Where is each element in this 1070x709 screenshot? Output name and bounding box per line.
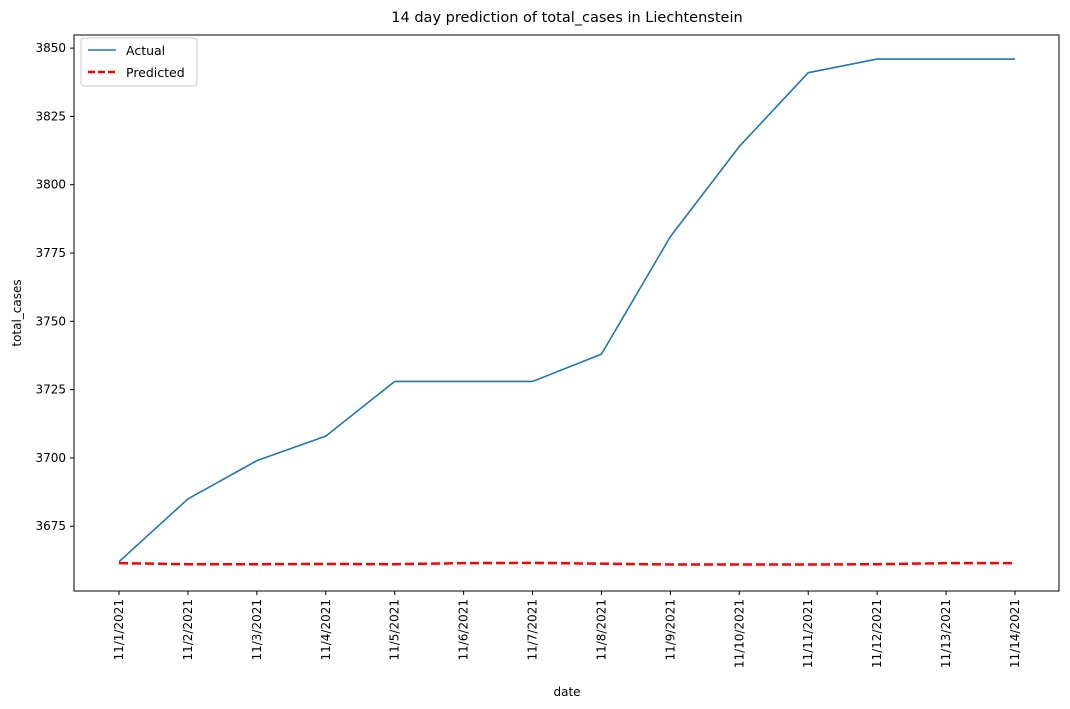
y-tick-label: 3675 [35,519,66,533]
series-line-predicted [118,561,1015,566]
y-tick-label: 3800 [35,178,66,192]
x-tick-label: 11/7/2021 [526,599,540,661]
y-tick-label: 3825 [35,109,66,123]
x-axis: 11/1/2021 11/2/2021 11/3/2021 11/4/2021 11/5… [112,591,1022,668]
y-tick-label: 3850 [35,41,66,55]
series-layer [118,58,1015,566]
x-tick-label: 11/4/2021 [319,599,333,661]
x-tick-label: 11/13/2021 [939,599,953,668]
plot-area [73,34,1060,592]
x-tick-label: 11/14/2021 [1008,599,1022,668]
y-axis: 3675 3700 3725 3750 3775 3800 3825 3850 [35,41,74,533]
legend-label-actual: Actual [126,43,165,58]
x-tick-label: 11/6/2021 [457,599,471,661]
x-tick-label: 11/2/2021 [181,599,195,661]
x-tick-label: 11/9/2021 [663,599,677,661]
y-tick-label: 3725 [35,383,66,397]
legend: Actual Predicted [80,37,198,87]
x-tick-label: 11/3/2021 [250,599,264,661]
x-tick-label: 11/10/2021 [732,599,746,668]
chart-title: 14 day prediction of total_cases in Liec… [391,10,742,26]
x-tick-label: 11/5/2021 [388,599,402,661]
x-tick-label: 11/12/2021 [870,599,884,668]
x-axis-label: date [553,685,580,699]
x-tick-label: 11/8/2021 [594,599,608,661]
x-tick-label: 11/1/2021 [112,599,126,661]
y-tick-label: 3750 [35,314,66,328]
legend-label-predicted: Predicted [126,65,185,80]
y-axis-label: total_cases [10,279,24,346]
y-tick-label: 3775 [35,246,66,260]
y-tick-label: 3700 [35,451,66,465]
series-line-actual [118,58,1015,563]
x-tick-label: 11/11/2021 [801,599,815,668]
